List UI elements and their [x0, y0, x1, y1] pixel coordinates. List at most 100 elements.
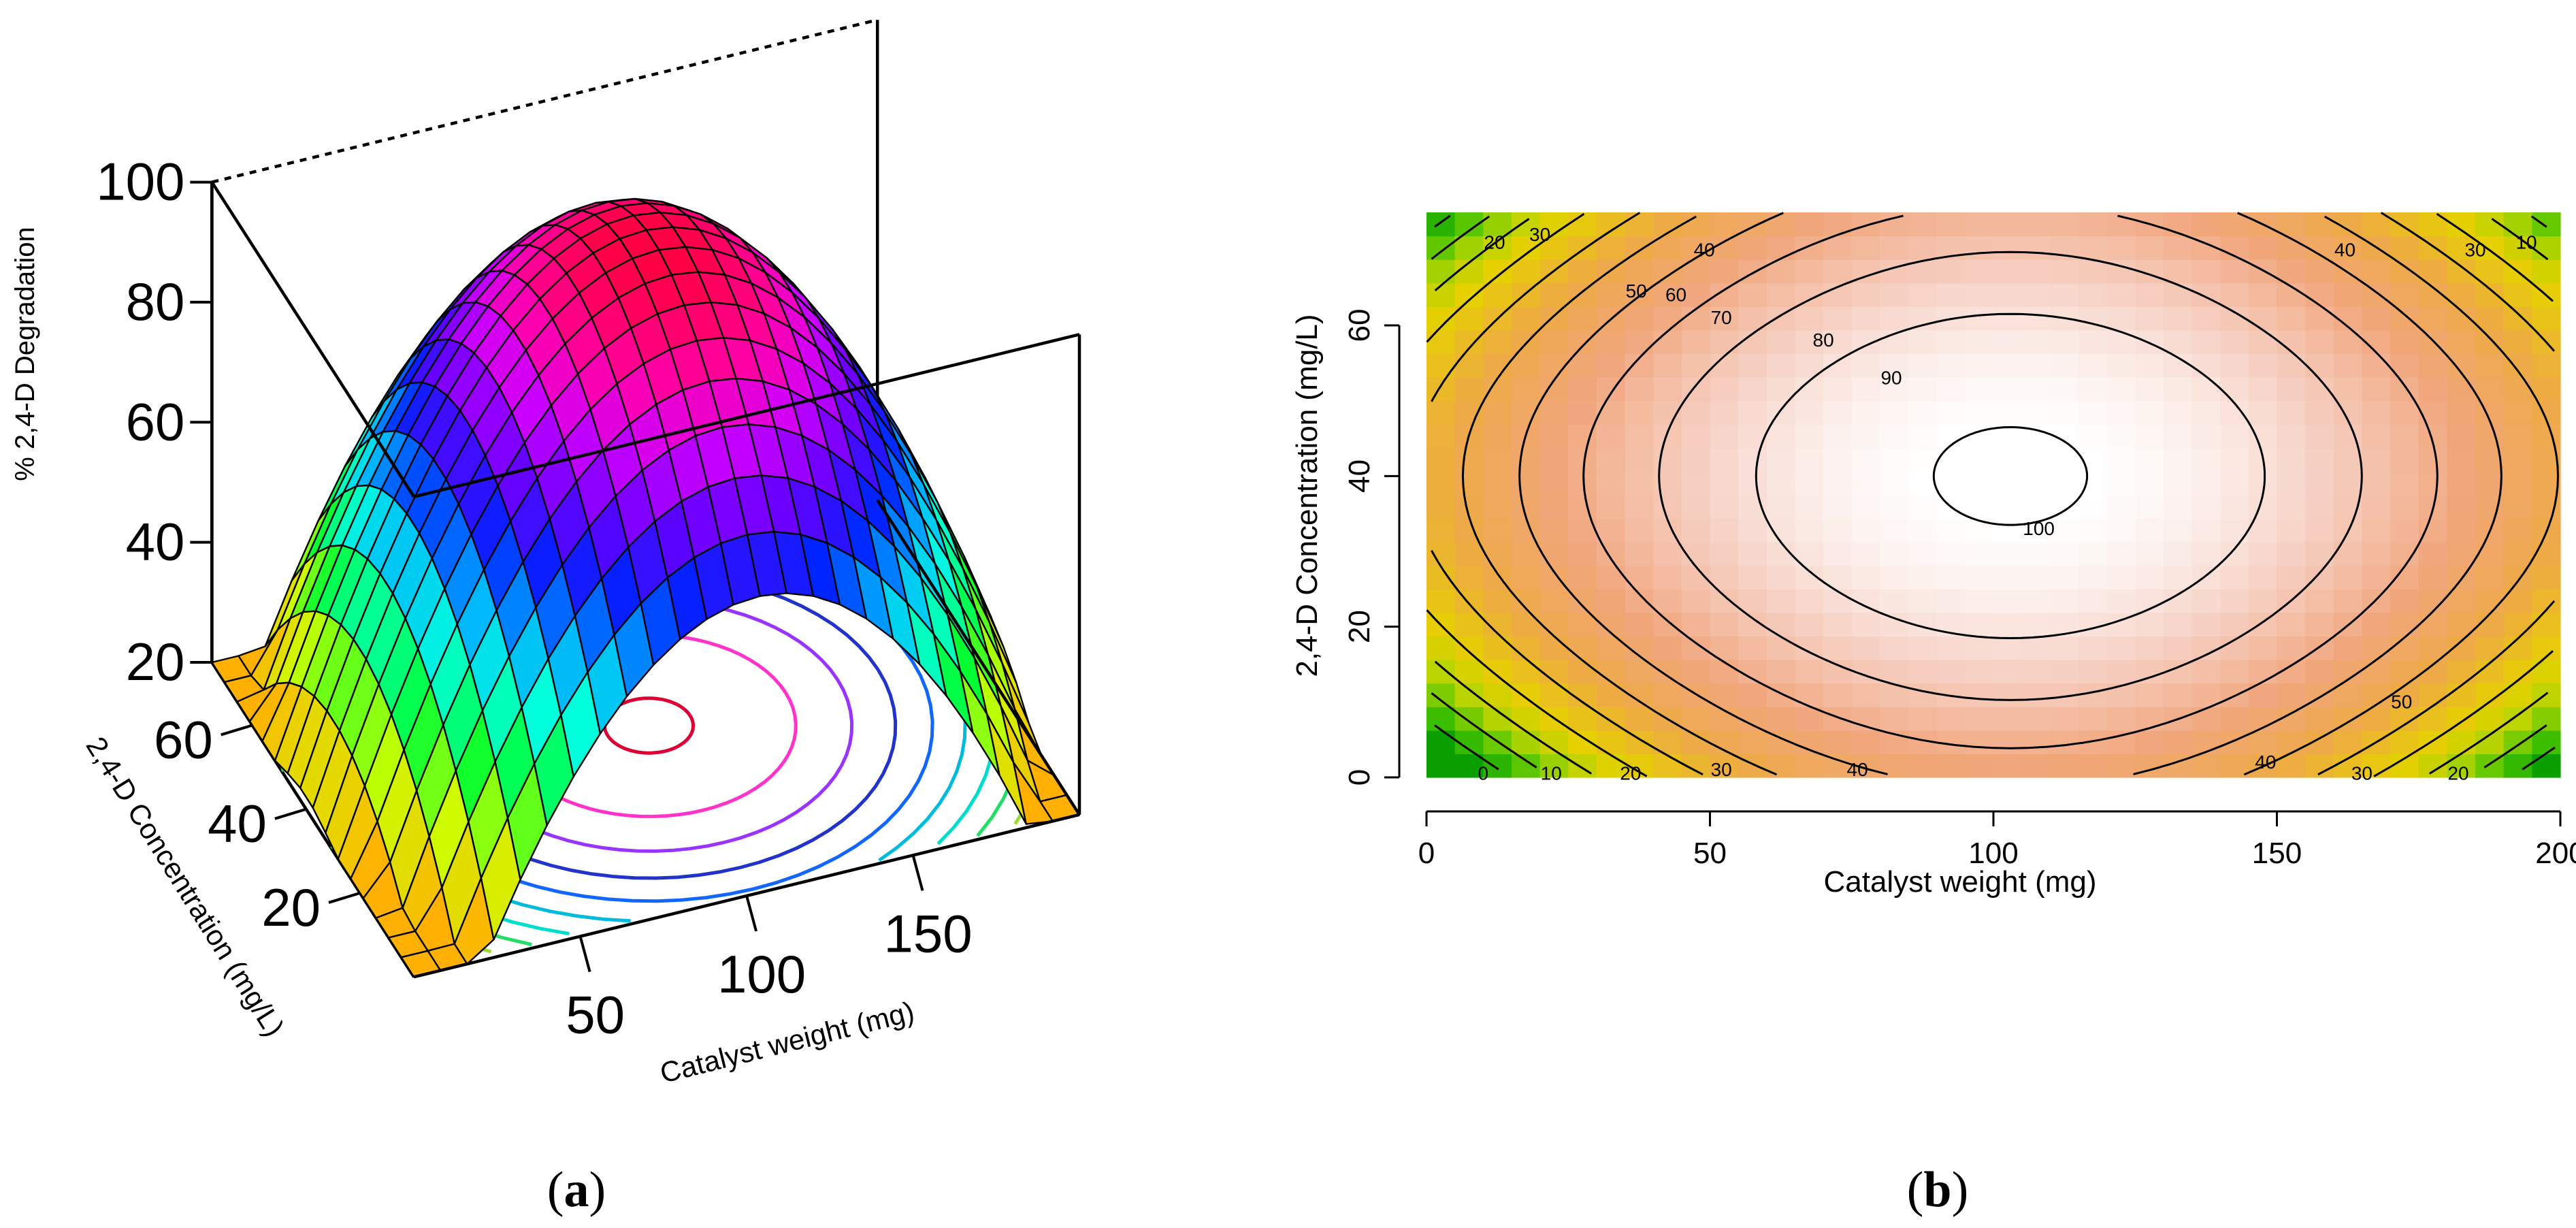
- heatmap-cell: [2390, 495, 2419, 519]
- heatmap-contour-label: 40: [2334, 239, 2355, 260]
- heatmap-cell: [1851, 636, 1880, 660]
- heatmap-cell: [2362, 424, 2391, 449]
- heatmap-cell: [1965, 612, 1994, 637]
- heatmap-cell: [1965, 400, 1994, 425]
- heatmap-cell: [2447, 542, 2476, 566]
- heatmap-cell: [1823, 754, 1853, 778]
- heatmap-cell: [1568, 542, 1597, 566]
- heatmap-cell: [2135, 377, 2164, 402]
- heatmap-cell: [1738, 236, 1767, 260]
- heatmap-cell: [1653, 306, 1682, 331]
- heatmap-cell: [2447, 447, 2476, 472]
- heatmap-contour-label: 20: [1620, 762, 1641, 783]
- heatmap-cell: [1596, 471, 1626, 496]
- heatmap-cell: [2191, 565, 2221, 589]
- heatmap-cell: [1965, 353, 1994, 378]
- heatmap-contour-label: 100: [2023, 518, 2055, 539]
- heatmap-cell: [1738, 424, 1767, 449]
- heatmap-cell: [2021, 282, 2051, 307]
- heatmap-cell: [2248, 495, 2278, 519]
- heatmap-cell: [2418, 400, 2447, 425]
- heatmap-cell: [2021, 495, 2051, 519]
- heatmap-cell: [2362, 306, 2391, 331]
- heatmap-cell: [1483, 282, 1512, 307]
- heatmap-cell: [2390, 589, 2419, 613]
- heatmap-cell: [1880, 636, 1909, 660]
- heatmap-cell: [1908, 518, 1938, 543]
- heatmap-cell: [2503, 400, 2532, 425]
- z-tick-label: 100: [96, 152, 184, 212]
- heatmap-cell: [1965, 236, 1994, 260]
- heatmap-cell: [1908, 424, 1938, 449]
- heatmap-cell: [1710, 589, 1739, 613]
- x-tick-label-3d: 100: [717, 944, 806, 1004]
- heatmap-cell: [2277, 612, 2306, 637]
- heatmap-cell: [1908, 589, 1938, 613]
- heatmap-cell: [1993, 754, 2023, 778]
- heatmap-contour-label: 10: [1541, 762, 1562, 783]
- heatmap-cell: [1993, 259, 2023, 284]
- heatmap-cell: [2418, 306, 2447, 331]
- heatmap-cell: [2135, 542, 2164, 566]
- heatmap-cell: [1936, 754, 1966, 778]
- heatmap-cell: [1681, 236, 1711, 260]
- heatmap-cell: [2333, 707, 2363, 731]
- heatmap-cell: [1568, 259, 1597, 284]
- heatmap-cell: [1738, 447, 1767, 472]
- heatmap-cell: [2021, 471, 2051, 496]
- heatmap-cell: [1426, 329, 1456, 355]
- heatmap-cell: [1568, 212, 1597, 237]
- heatmap-cell: [2305, 329, 2334, 355]
- heatmap-cell: [1738, 589, 1767, 613]
- heatmap-cell: [2447, 660, 2476, 684]
- heatmap-cell: [1539, 424, 1569, 449]
- heatmap-cell: [1795, 754, 1824, 778]
- heatmap-cell: [1426, 542, 1456, 566]
- heatmap-cell: [1823, 424, 1853, 449]
- heatmap-cell: [1965, 754, 1994, 778]
- heatmap-cell: [2333, 447, 2363, 472]
- heatmap-cell: [1993, 589, 2023, 613]
- heatmap-cell: [2333, 282, 2363, 307]
- y-tick-label: 60: [1343, 309, 1376, 342]
- heatmap-cell: [1483, 660, 1512, 684]
- heatmap-cell: [1568, 636, 1597, 660]
- heatmap-cell: [2220, 471, 2249, 496]
- heatmap-cell: [2248, 730, 2278, 755]
- heatmap-cell: [1710, 424, 1739, 449]
- panel-a: 100 80 60 40 20 50 100 150 60 40 20 % 2,4-D Degr…: [10, 18, 1081, 1218]
- x-tick-label: 100: [1968, 837, 2018, 870]
- heatmap-cell: [1766, 424, 1796, 449]
- heatmap-cell: [2532, 377, 2561, 402]
- heatmap-cell: [1539, 447, 1569, 472]
- heatmap-cell: [2305, 707, 2334, 731]
- y-tick-label-3d: 40: [208, 794, 267, 854]
- heatmap-cell: [2135, 471, 2164, 496]
- heatmap-cell: [2135, 495, 2164, 519]
- heatmap-cell: [2248, 377, 2278, 402]
- heatmap-cell: [2078, 495, 2108, 519]
- heatmap-cell: [1795, 329, 1824, 355]
- heatmap-cell: [1710, 518, 1739, 543]
- heatmap-cell: [2021, 542, 2051, 566]
- heatmap-cell: [1454, 306, 1484, 331]
- heatmap-cell: [1710, 754, 1739, 778]
- heatmap-cell: [2390, 730, 2419, 755]
- heatmap-cell: [2277, 565, 2306, 589]
- heatmap-cell: [1539, 660, 1569, 684]
- heatmap-cell: [1993, 329, 2023, 355]
- heatmap-cell: [2305, 424, 2334, 449]
- heatmap-cell: [1653, 565, 1682, 589]
- heatmap-cell: [2163, 306, 2193, 331]
- heatmap-cell: [1511, 447, 1541, 472]
- response-surface: [211, 197, 1081, 978]
- heatmap-cell: [1710, 495, 1739, 519]
- heatmap-cell: [1795, 471, 1824, 496]
- heatmap-cell: [1936, 329, 1966, 355]
- heatmap-cell: [2078, 212, 2108, 237]
- heatmap-cell: [1653, 612, 1682, 637]
- heatmap-cell: [1568, 754, 1597, 778]
- heatmap-cell: [2050, 730, 2079, 755]
- heatmap-cell: [2021, 353, 2051, 378]
